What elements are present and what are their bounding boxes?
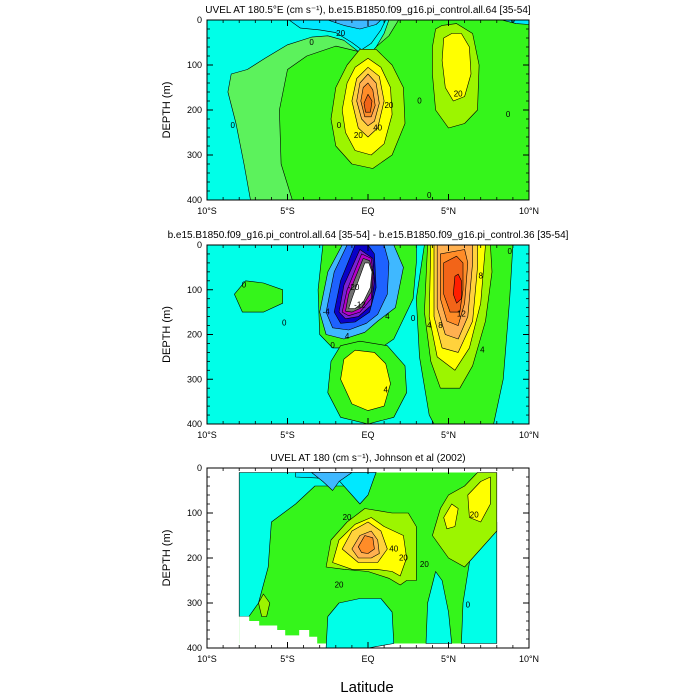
y-tick-label: 200 [187,330,202,340]
contour-label: 20 [454,90,463,99]
x-axis-label: Latitude [340,679,393,696]
contour-label: 0 [417,96,422,105]
x-tick-label: 5°S [280,654,295,664]
contour-label: -4 [323,307,331,316]
contour-label: 0 [466,601,471,610]
y-tick-label: 200 [187,105,202,115]
contour-label: 8 [438,321,443,330]
missing-data-mask [239,616,318,644]
contour-label: 0 [427,191,432,200]
x-tick-label: 10°S [197,654,217,664]
contour-label: 0 [411,314,416,323]
y-tick-label: 300 [187,598,202,608]
x-tick-label: EQ [361,430,374,440]
contour-label: 4 [383,386,388,395]
contour-label: 0 [282,319,287,328]
contour-band-white [348,262,373,309]
contour-label: 0 [507,247,512,256]
contour-label: -20 [348,283,360,292]
y-tick-label: 400 [187,643,202,653]
panel-model-difference: b.e15.B1850.f09_g16.pi_control.all.64 [3… [161,230,569,440]
x-tick-label: 10°N [519,430,539,440]
y-tick-label: 0 [197,15,202,25]
y-tick-label: 100 [187,60,202,70]
panel-model-uvel: UVEL AT 180.5°E (cm s⁻¹), b.e15.B1850.f0… [161,5,539,216]
contour-label: 20 [354,131,363,140]
panel-title: b.e15.B1850.f09_g16.pi_control.all.64 [3… [168,230,569,241]
contour-label: 20 [470,511,479,520]
y-tick-label: 400 [187,419,202,429]
contour-label: 4 [345,332,350,341]
contour-label: 4 [385,312,390,321]
contour-band-cyan [207,20,390,200]
contour-label: 8 [478,272,483,281]
y-tick-label: 100 [187,508,202,518]
x-tick-label: 10°S [197,206,217,216]
y-tick-label: 100 [187,285,202,295]
contour-label: 12 [457,310,466,319]
x-tick-label: 5°N [441,430,456,440]
contour-band-yellow [340,349,391,411]
contour-band-green [234,280,284,313]
contour-label: 20 [399,553,408,562]
y-tick-label: 0 [197,463,202,473]
x-tick-label: 10°N [519,654,539,664]
contour-band-lime [258,593,271,617]
x-tick-label: EQ [361,654,374,664]
contour-label: 0 [242,281,247,290]
x-tick-label: 5°N [441,654,456,664]
x-tick-label: 10°N [519,206,539,216]
panel-title: UVEL AT 180.5°E (cm s⁻¹), b.e15.B1850.f0… [205,5,531,16]
contour-label: 4 [427,321,432,330]
contour-band-darkorange [363,94,373,113]
contour-band-yellow [467,476,491,523]
y-tick-label: 0 [197,240,202,250]
contour-band-yellow [441,33,472,102]
contour-band-cyan [325,598,395,648]
x-tick-label: 5°S [280,430,295,440]
contour-label: 40 [389,544,398,553]
contour-label: 40 [373,123,382,132]
x-tick-label: 5°N [441,206,456,216]
y-tick-label: 300 [187,374,202,384]
y-axis-label: DEPTH (m) [161,306,173,363]
contour-label: -12 [354,301,366,310]
contour-band-lightblue [501,20,529,25]
x-tick-label: 5°S [280,206,295,216]
x-tick-label: 10°S [197,430,217,440]
contour-label: 4 [480,345,485,354]
contour-label: 20 [420,560,429,569]
x-tick-label: EQ [361,206,374,216]
contour-label: 20 [335,580,344,589]
contour-band-red [452,273,462,304]
panel-johnson-observations: UVEL AT 180 (cm s⁻¹), Johnson et al (200… [161,453,539,664]
contour-band-yellow [443,503,459,530]
contour-label: 0 [337,121,342,130]
y-tick-label: 200 [187,553,202,563]
contour-label: 0 [330,341,335,350]
contour-label: 0 [231,121,236,130]
contour-label: 20 [336,29,345,38]
y-axis-label: DEPTH (m) [161,530,173,587]
y-axis-label: DEPTH (m) [161,82,173,139]
contour-band-sky [311,472,353,491]
y-tick-label: 400 [187,195,202,205]
contour-label: 0 [309,38,314,47]
panel-title: UVEL AT 180 (cm s⁻¹), Johnson et al (200… [270,453,465,464]
contour-label: 20 [384,101,393,110]
contour-label: 0 [506,110,511,119]
contour-label: 20 [343,513,352,522]
y-tick-label: 300 [187,150,202,160]
contour-band-orange [357,535,375,554]
contour-band-cyan [425,571,453,644]
